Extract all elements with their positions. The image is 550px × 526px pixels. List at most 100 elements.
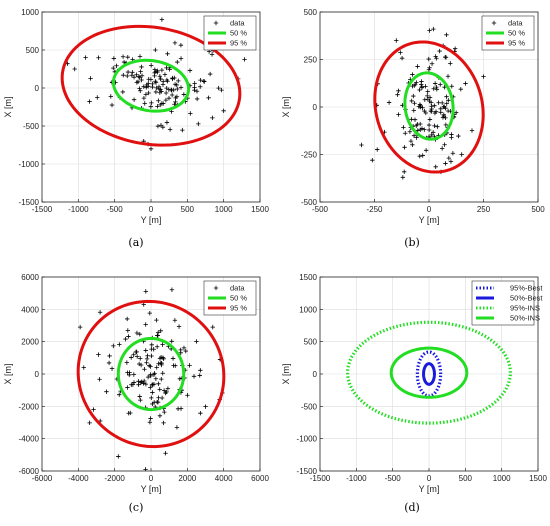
panel-caption: (c) <box>129 501 144 514</box>
data-point <box>154 317 159 323</box>
data-point <box>167 127 173 132</box>
data-point <box>152 73 157 79</box>
data-point <box>158 76 163 82</box>
data-point <box>137 75 142 80</box>
data-point <box>434 84 439 90</box>
x-tick-label: 6000 <box>251 474 269 483</box>
y-tick-label: 0 <box>313 103 318 112</box>
data-point <box>154 399 160 405</box>
plot-content <box>359 26 486 180</box>
data-point <box>210 115 215 121</box>
data-point <box>161 420 166 426</box>
data-point <box>155 333 161 338</box>
ellipse-50-ins <box>389 346 469 399</box>
data-point <box>431 86 436 91</box>
y-tick-label: -500 <box>301 402 318 411</box>
data-point <box>173 99 178 105</box>
data-point <box>444 94 449 99</box>
data-point <box>411 108 417 113</box>
data-point <box>441 113 447 119</box>
data-point <box>438 110 443 115</box>
data-point <box>194 96 200 102</box>
data-point <box>164 85 169 91</box>
data-point <box>196 121 201 127</box>
data-point <box>111 65 116 71</box>
data-point <box>158 123 164 128</box>
data-point <box>432 103 437 108</box>
data-point <box>375 147 380 152</box>
data-point <box>429 106 434 112</box>
x-tick-label: 0 <box>149 474 154 483</box>
data-point <box>359 142 364 148</box>
data-point <box>116 454 121 459</box>
data-point <box>160 342 165 347</box>
legend-label: data <box>230 19 245 28</box>
data-point <box>143 289 149 294</box>
data-point <box>435 124 440 129</box>
data-point <box>413 82 418 87</box>
data-point <box>370 158 375 163</box>
data-point <box>131 352 136 357</box>
data-point <box>153 376 159 381</box>
data-point <box>154 344 160 349</box>
data-point <box>442 104 447 109</box>
data-point <box>148 416 153 421</box>
panel-c: -6000 -4000 -2000 0 2000 4000 6000 -6000 -4000 -2… <box>3 273 269 514</box>
y-tick-label: 500 <box>26 46 40 55</box>
data-point <box>456 133 461 139</box>
y-tick-label: 500 <box>304 338 318 347</box>
data-point <box>149 342 154 348</box>
data-point <box>415 64 420 69</box>
data-point <box>434 87 440 92</box>
data-point <box>414 123 419 128</box>
x-tick-label: -1500 <box>310 474 331 483</box>
data-point <box>136 361 142 367</box>
data-point <box>180 127 185 133</box>
data-point <box>207 71 213 77</box>
data-point <box>198 410 203 416</box>
data-point <box>156 381 161 387</box>
y-tick-label: -500 <box>301 198 318 207</box>
data-point <box>163 90 169 96</box>
data-point <box>125 69 131 75</box>
data-point <box>111 56 117 61</box>
x-tick-label: 0 <box>427 205 432 214</box>
data-point <box>147 420 153 425</box>
ellipse-50- <box>116 336 186 412</box>
data-point <box>107 353 112 359</box>
data-point <box>428 108 434 114</box>
data-point <box>187 363 192 368</box>
data-point <box>408 138 414 144</box>
data-point <box>177 376 182 381</box>
data-point <box>446 155 452 161</box>
data-point <box>418 103 423 108</box>
data-point <box>169 88 174 93</box>
data-point <box>143 322 148 327</box>
data-point <box>159 17 165 22</box>
data-point <box>83 55 88 60</box>
data-point <box>221 108 226 113</box>
data-point <box>154 365 159 370</box>
panel-a: -1500 -1000 -500 0 500 1000 1500 -1500 -1000 -500… <box>3 8 269 249</box>
y-tick-label: -250 <box>301 151 318 160</box>
x-tick-label: -2000 <box>104 474 125 483</box>
data-point <box>425 97 431 102</box>
data-point <box>148 146 154 151</box>
data-point <box>430 130 436 135</box>
data-point <box>450 151 456 156</box>
data-point <box>81 365 86 370</box>
data-point <box>463 81 468 86</box>
legend-label: 50%-INS <box>510 314 540 323</box>
data-point <box>411 93 416 99</box>
x-tick-label: 1000 <box>493 474 511 483</box>
x-axis-label: Y [m] <box>141 484 162 494</box>
data-point <box>398 50 403 55</box>
data-point <box>417 87 422 93</box>
x-tick-label: -6000 <box>32 474 53 483</box>
data-point <box>87 420 92 426</box>
data-point <box>428 100 434 105</box>
data-point <box>411 133 417 138</box>
data-point <box>198 77 203 83</box>
